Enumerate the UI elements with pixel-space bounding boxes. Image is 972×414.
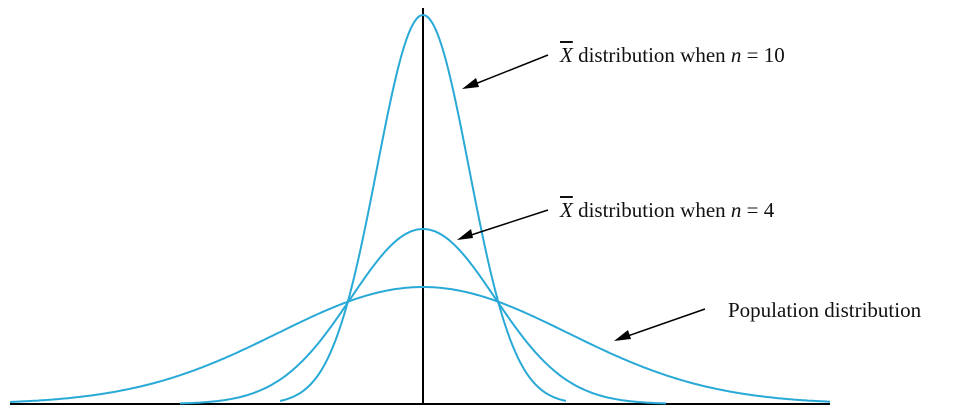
label-n4: X distribution when n = 4 bbox=[560, 198, 775, 222]
arrow-n4 bbox=[457, 209, 549, 240]
xbar-symbol: X bbox=[560, 198, 573, 222]
xbar-n4-curve bbox=[180, 228, 666, 405]
arrow-population bbox=[614, 308, 706, 341]
label-n10: X distribution when n = 10 bbox=[560, 43, 785, 67]
arrow-n10 bbox=[462, 54, 549, 89]
population-curve bbox=[9, 286, 831, 403]
label-population: Population distribution bbox=[728, 298, 922, 322]
xbar-n10-curve bbox=[279, 14, 567, 402]
xbar-symbol: X bbox=[560, 43, 573, 67]
